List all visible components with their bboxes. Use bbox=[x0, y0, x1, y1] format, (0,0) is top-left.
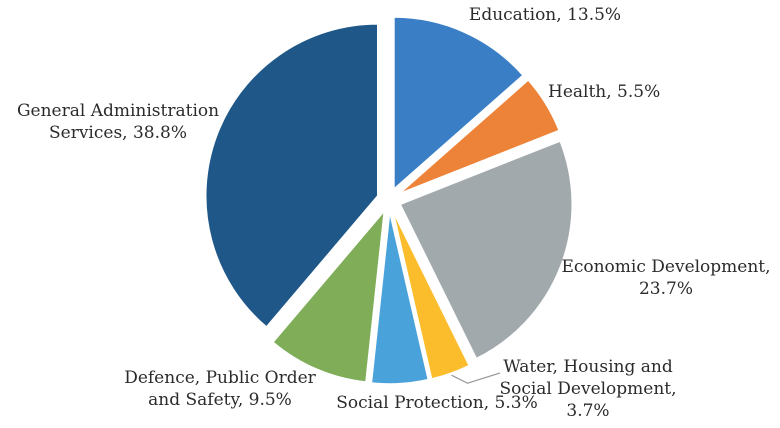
slice-label: Health, 5.5% bbox=[548, 82, 660, 102]
slice-label: Social Protection, 5.3% bbox=[336, 393, 537, 413]
slice-label-line: Economic Development, bbox=[561, 257, 770, 277]
slice-label-line: and Safety, 9.5% bbox=[148, 390, 292, 410]
slice-label-line: Water, Housing and bbox=[503, 357, 673, 377]
pie-slice bbox=[204, 23, 379, 329]
slice-label-line: General Administration bbox=[17, 101, 219, 121]
pie-slice bbox=[271, 208, 386, 383]
slice-label-line: Health, 5.5% bbox=[548, 82, 660, 102]
pie-slice bbox=[399, 140, 573, 360]
leader-line bbox=[451, 372, 501, 384]
slice-label-line: Services, 38.8% bbox=[49, 123, 187, 143]
slice-label-line: Defence, Public Order bbox=[124, 368, 316, 388]
slice-label-line: Education, 13.5% bbox=[469, 5, 621, 25]
slice-label-line: Social Development, bbox=[499, 379, 676, 399]
pie-slice bbox=[393, 16, 525, 191]
leader-lines bbox=[451, 372, 501, 384]
slice-label: Water, Housing and Social Development, 3.7… bbox=[499, 357, 676, 421]
slice-label: Defence, Public Order and Safety, 9.5% bbox=[124, 368, 316, 410]
slice-label: General Administration Services, 38.8% bbox=[17, 101, 219, 143]
pie-slice bbox=[398, 78, 561, 195]
slice-label-line: 23.7% bbox=[639, 279, 693, 299]
pie-slices bbox=[204, 16, 573, 385]
slice-label-line: 3.7% bbox=[566, 401, 609, 421]
slice-labels: Education, 13.5% Health, 5.5% Economic Dev… bbox=[17, 5, 771, 421]
slice-label: Economic Development, 23.7% bbox=[561, 257, 770, 299]
slice-label: Education, 13.5% bbox=[469, 5, 621, 25]
pie-slice bbox=[370, 211, 430, 385]
pie-slice bbox=[392, 210, 471, 380]
slice-label-line: Social Protection, 5.3% bbox=[336, 393, 537, 413]
